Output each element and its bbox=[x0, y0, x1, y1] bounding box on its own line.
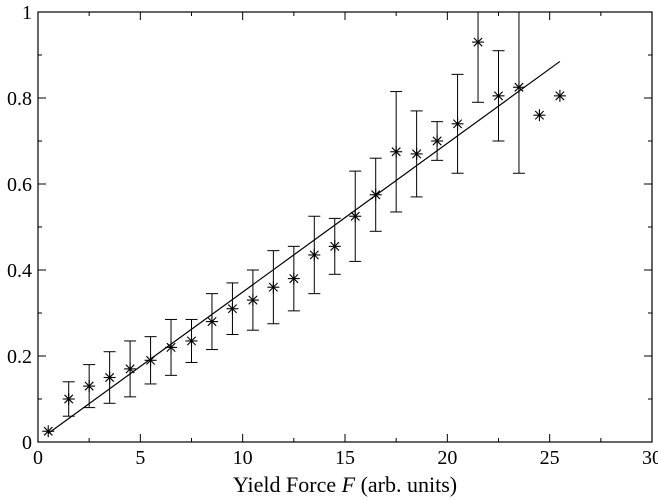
error-bar bbox=[472, 12, 485, 103]
data-point bbox=[308, 248, 321, 261]
data-point bbox=[246, 294, 259, 307]
data-point bbox=[83, 380, 96, 393]
x-tick-label: 10 bbox=[233, 447, 253, 469]
data-point bbox=[451, 117, 464, 130]
plot-frame bbox=[37, 11, 653, 443]
data-point bbox=[390, 145, 403, 158]
data-point bbox=[349, 210, 362, 223]
data-point bbox=[267, 281, 280, 294]
data-point bbox=[226, 302, 239, 315]
fit-line bbox=[47, 60, 561, 434]
x-tick-label: 5 bbox=[135, 447, 145, 469]
x-tick-label: 0 bbox=[33, 447, 43, 469]
data-point bbox=[472, 36, 485, 49]
x-axis-label-symbol: F bbox=[341, 472, 356, 497]
data-point bbox=[369, 188, 382, 201]
data-point bbox=[512, 81, 525, 94]
y-tick-label: 0.8 bbox=[7, 88, 32, 110]
data-point bbox=[42, 425, 55, 438]
data-point bbox=[165, 341, 178, 354]
y-tick-label: 0 bbox=[22, 432, 32, 454]
x-tick-label: 30 bbox=[642, 447, 658, 469]
data-points-layer bbox=[42, 36, 566, 438]
x-axis-label-suffix: (arb. units) bbox=[355, 472, 457, 497]
data-point bbox=[492, 89, 505, 102]
x-axis-label-prefix: Yield Force bbox=[233, 472, 342, 497]
data-point bbox=[62, 393, 75, 405]
data-point bbox=[124, 362, 137, 375]
data-point bbox=[103, 371, 116, 384]
data-point bbox=[328, 240, 341, 253]
data-point bbox=[287, 272, 300, 285]
y-tick-label: 0.2 bbox=[7, 346, 32, 368]
data-point bbox=[205, 315, 218, 328]
x-tick-label: 20 bbox=[437, 447, 457, 469]
y-tick-label: 0.4 bbox=[7, 260, 32, 282]
error-bars-layer bbox=[62, 12, 525, 417]
x-axis-label: Yield Force F (arb. units) bbox=[233, 472, 457, 497]
y-tick-label: 1 bbox=[22, 2, 32, 24]
tick-labels: 0 5 10 15 20 25 30 0 0.2 0.4 0.6 0.8 1 bbox=[7, 2, 658, 469]
data-point bbox=[410, 147, 423, 160]
fit-line-layer bbox=[47, 60, 561, 434]
data-point bbox=[533, 109, 546, 122]
data-point bbox=[553, 89, 566, 102]
data-point bbox=[185, 334, 198, 347]
data-point bbox=[144, 354, 157, 367]
x-tick-label: 15 bbox=[335, 447, 355, 469]
x-tick-label: 25 bbox=[540, 447, 560, 469]
data-point bbox=[431, 135, 444, 147]
y-tick-label: 0.6 bbox=[7, 174, 32, 196]
